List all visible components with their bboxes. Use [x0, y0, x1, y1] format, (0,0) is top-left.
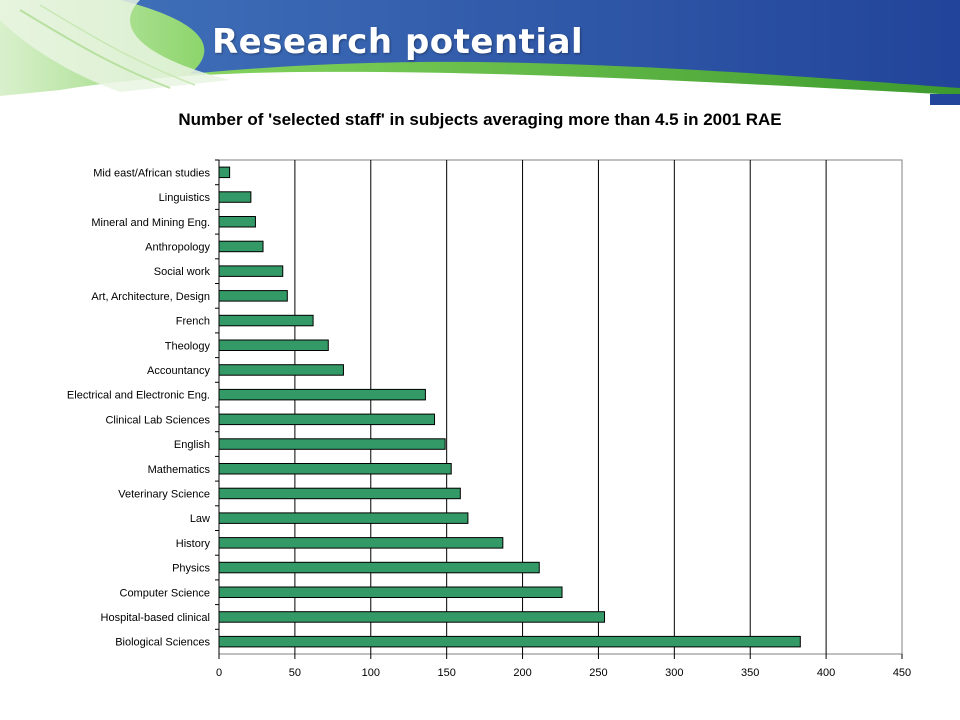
y-tick-label: Veterinary Science — [118, 488, 210, 500]
slide-title: Research potential — [212, 22, 584, 62]
x-tick-label: 400 — [817, 667, 835, 679]
y-tick-label: Physics — [172, 563, 210, 575]
bar — [218, 240, 264, 253]
x-tick-label: 250 — [589, 667, 607, 679]
y-tick-label: Social work — [154, 266, 211, 278]
y-tick-label: Linguistics — [159, 192, 211, 204]
bar — [218, 635, 801, 648]
chart-title: Number of 'selected staff' in subjects a… — [178, 110, 782, 129]
bar — [218, 216, 256, 228]
bar — [218, 388, 426, 401]
header-banner — [0, 0, 960, 105]
bar — [218, 314, 314, 327]
y-tick-label: History — [176, 538, 211, 550]
y-tick-label: Law — [190, 513, 210, 525]
y-tick-label: Biological Sciences — [115, 637, 210, 649]
x-tick-label: 300 — [665, 667, 683, 679]
x-tick-label: 350 — [741, 667, 759, 679]
x-tick-label: 0 — [216, 667, 222, 679]
y-tick-label: Mineral and Mining Eng. — [91, 217, 210, 229]
plot-area — [218, 159, 903, 655]
bar — [218, 611, 606, 623]
bar — [218, 487, 461, 500]
bar — [218, 438, 446, 450]
y-tick-label: Art, Architecture, Design — [91, 291, 210, 303]
y-tick-label: Electrical and Electronic Eng. — [67, 390, 210, 402]
y-tick-label: Mid east/African studies — [93, 167, 210, 179]
y-tick-label: Anthropology — [145, 241, 210, 253]
bar — [218, 413, 436, 426]
bar — [218, 561, 540, 574]
bar — [218, 537, 504, 549]
y-tick-label: Theology — [165, 340, 211, 352]
x-tick-label: 50 — [289, 667, 301, 679]
y-tick-label: Mathematics — [148, 464, 211, 476]
y-tick-label: Computer Science — [120, 587, 211, 599]
bar — [218, 512, 469, 524]
bar — [218, 265, 284, 277]
y-tick-label: French — [176, 316, 210, 328]
y-tick-label: Clinical Lab Sciences — [105, 414, 210, 426]
bar — [218, 586, 563, 598]
y-tick-label: Accountancy — [147, 365, 210, 377]
y-tick-label: Hospital-based clinical — [101, 612, 210, 624]
bar — [218, 191, 252, 203]
y-tick-label: English — [174, 439, 210, 451]
bar — [218, 290, 288, 302]
bar — [218, 166, 231, 179]
x-tick-label: 100 — [362, 667, 380, 679]
x-tick-label: 450 — [893, 667, 911, 679]
bar — [218, 364, 344, 376]
x-tick-label: 200 — [513, 667, 531, 679]
bar — [218, 339, 329, 351]
bar — [218, 463, 452, 475]
x-tick-label: 150 — [437, 667, 455, 679]
